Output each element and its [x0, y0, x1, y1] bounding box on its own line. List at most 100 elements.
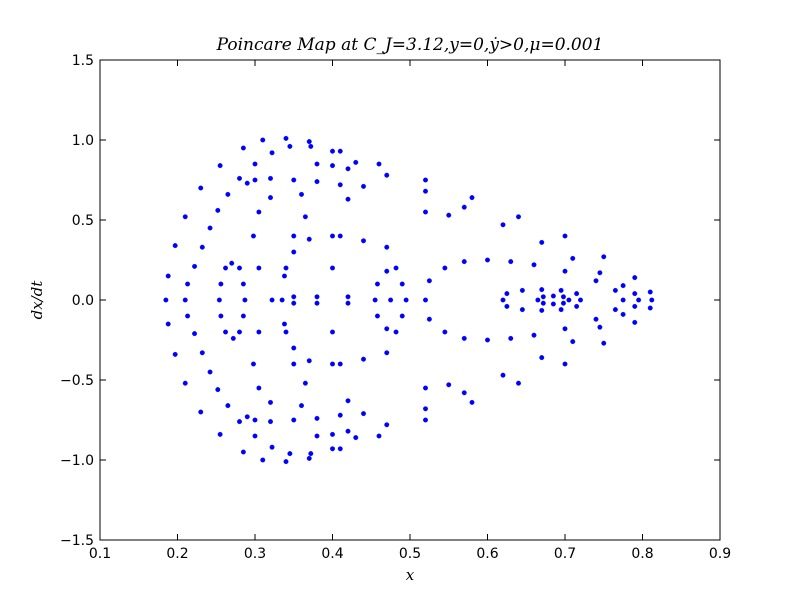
y-tick-label: −1.5: [60, 533, 94, 549]
scatter-point: [252, 433, 258, 439]
scatter-point: [612, 287, 618, 293]
scatter-point: [230, 335, 236, 341]
scatter-point: [345, 166, 351, 172]
scatter-point: [516, 214, 521, 220]
scatter-point: [291, 177, 297, 183]
scatter-point: [337, 412, 343, 418]
scatter-point: [330, 329, 335, 335]
scatter-point: [269, 444, 275, 450]
scatter-point: [330, 361, 335, 367]
scatter-point: [423, 417, 428, 423]
scatter-point: [562, 268, 568, 274]
scatter-point: [649, 297, 655, 303]
scatter-point: [198, 185, 204, 191]
scatter-point: [192, 263, 197, 269]
scatter-point: [291, 233, 297, 239]
scatter-point: [260, 137, 266, 143]
scatter-point: [240, 281, 246, 287]
scatter-point: [508, 335, 514, 341]
scatter-point: [647, 289, 653, 295]
scatter-point: [192, 331, 197, 337]
scatter-point: [384, 350, 390, 356]
scatter-point: [519, 287, 525, 293]
scatter-point: [330, 148, 335, 154]
chart-title: Poincare Map at C_J=3.12,y=0,ẏ>0,μ=0.001: [216, 35, 604, 55]
scatter-point: [182, 214, 188, 220]
scatter-point: [345, 398, 351, 404]
scatter-point: [531, 262, 537, 268]
scatter-point: [223, 329, 228, 335]
scatter-point: [291, 249, 297, 255]
scatter-point: [242, 297, 248, 303]
scatter-point: [207, 225, 213, 231]
scatter-point: [550, 301, 556, 307]
scatter-point: [256, 209, 262, 215]
scatter-point: [636, 297, 642, 303]
scatter-point: [508, 259, 514, 265]
scatter-point: [539, 355, 545, 361]
scatter-point: [185, 313, 191, 319]
scatter-point: [461, 204, 467, 210]
scatter-point: [632, 291, 638, 297]
scatter-point: [384, 244, 390, 250]
scatter-point: [504, 303, 510, 309]
scatter-point: [314, 294, 320, 300]
scatter-point: [535, 297, 541, 303]
scatter-point: [558, 307, 564, 313]
scatter-point: [216, 297, 222, 303]
scatter-point: [461, 390, 467, 396]
scatter-point: [562, 361, 568, 367]
scatter-point: [485, 337, 490, 343]
scatter-point: [283, 135, 289, 141]
scatter-point: [330, 265, 335, 271]
scatter-point: [345, 294, 351, 300]
scatter-point: [388, 297, 394, 303]
scatter-point: [306, 236, 312, 242]
scatter-point: [361, 411, 366, 417]
scatter-point: [632, 319, 638, 325]
x-tick-label: 0.4: [321, 546, 343, 562]
y-tick-label: 1.0: [72, 133, 94, 149]
scatter-point: [574, 303, 580, 309]
scatter-point: [469, 399, 475, 405]
scatter-point: [240, 145, 246, 151]
scatter-point: [207, 369, 213, 375]
scatter-point: [601, 340, 607, 346]
scatter-point: [268, 195, 273, 201]
scatter-point: [268, 175, 273, 181]
scatter-point: [384, 268, 390, 274]
scatter-point: [244, 180, 250, 186]
y-tick-label: 0.0: [72, 293, 94, 309]
scatter-point: [198, 409, 204, 415]
scatter-point: [620, 283, 626, 289]
scatter-point: [330, 446, 335, 452]
scatter-point: [165, 273, 171, 279]
scatter-point: [566, 297, 572, 303]
x-tick-label: 0.2: [166, 546, 188, 562]
scatter-point: [337, 148, 343, 154]
scatter-point: [256, 265, 262, 271]
scatter-point: [282, 321, 287, 327]
x-tick-label: 0.9: [709, 546, 731, 562]
scatter-point: [574, 291, 580, 297]
scatter-point: [291, 417, 297, 423]
scatter-point: [269, 297, 275, 303]
scatter-point: [446, 382, 452, 388]
scatter-point: [485, 257, 490, 263]
scatter-point: [540, 294, 546, 300]
scatter-point: [647, 305, 653, 311]
scatter-point: [279, 297, 285, 303]
scatter-point: [237, 265, 242, 271]
scatter-point: [353, 159, 359, 165]
x-tick-label: 0.7: [554, 546, 576, 562]
scatter-point: [268, 399, 273, 405]
y-axis-ticks: −1.5 −1.0 −0.5 0.0 0.5 1.0 1.5: [60, 53, 720, 549]
scatter-point: [268, 419, 273, 425]
scatter-point: [558, 287, 564, 293]
scatter-point: [504, 291, 510, 297]
scatter-point: [570, 339, 576, 345]
scatter-point: [345, 196, 351, 202]
scatter-point: [282, 273, 287, 279]
scatter-point: [240, 449, 246, 455]
scatter-point: [299, 403, 304, 409]
